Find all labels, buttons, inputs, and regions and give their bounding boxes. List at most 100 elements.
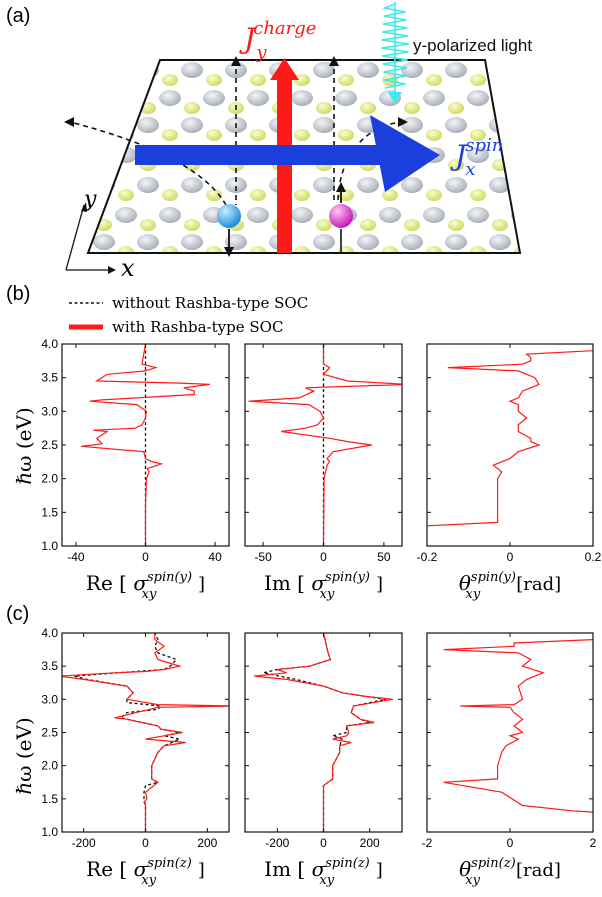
- y-axis-arrowhead: [81, 202, 87, 212]
- y-axis-arrow: [65, 204, 85, 271]
- x-tick-label: 0: [507, 550, 514, 564]
- lattice-atom-yellow: [558, 74, 574, 86]
- lattice-atom-yellow: [250, 74, 266, 86]
- lattice-atom-yellow: [162, 74, 178, 86]
- lattice-atom-gray: [115, 207, 137, 223]
- x-tick-label: 50: [377, 550, 391, 564]
- path-arrowhead: [64, 117, 74, 127]
- spin-current-label: Jspin x: [450, 135, 503, 180]
- lattice-atom-yellow: [426, 74, 442, 86]
- lattice-atom-gray: [401, 62, 423, 78]
- lattice-atom-yellow: [514, 74, 520, 86]
- lattice-atom-gray: [49, 117, 71, 133]
- lattice-atom-yellow: [118, 189, 134, 201]
- lattice-atom-yellow: [294, 189, 310, 201]
- lattice-atom-gray: [313, 177, 335, 193]
- spin-down-arrowhead: [224, 247, 234, 257]
- y-axis-title-b: ℏω (eV): [12, 407, 36, 484]
- lattice-atom-gray: [49, 234, 71, 250]
- lattice-atom-gray: [533, 117, 555, 133]
- lattice-atom-yellow: [184, 219, 200, 231]
- lattice-atom-gray: [203, 90, 225, 106]
- y-tick-label: 3.5: [41, 659, 58, 673]
- lattice-atom-gray: [181, 117, 203, 133]
- light-arrowhead: [388, 92, 402, 104]
- lattice-atom-yellow: [96, 159, 112, 171]
- lattice-atom-yellow: [470, 74, 486, 86]
- lattice-atom-yellow: [404, 219, 420, 231]
- x-tick-label: -200: [265, 836, 289, 850]
- lattice-atom-gray: [88, 147, 93, 163]
- lattice-atom-gray: [357, 177, 379, 193]
- chart-c2: -200 0 200 Im [ σspin(z) xy ]: [244, 632, 403, 888]
- lattice-atom-gray: [489, 62, 511, 78]
- x-tick-label: 0: [142, 550, 149, 564]
- y-tick-label: 2.0: [41, 759, 58, 773]
- lattice-atom-gray: [313, 117, 335, 133]
- x-tick-label: -200: [72, 836, 96, 850]
- series-line-with-soc: [427, 350, 593, 527]
- series-line-with-soc: [81, 344, 210, 546]
- x-tick-label: -50: [254, 550, 272, 564]
- y-tick-label: 1.0: [41, 825, 58, 839]
- lattice-atom-gray: [445, 177, 467, 193]
- path-arrowhead: [398, 117, 408, 127]
- lattice-atom-gray: [511, 90, 520, 106]
- lattice-atom-yellow: [536, 159, 552, 171]
- lattice-atom-yellow: [118, 74, 134, 86]
- legend: without Rashba-type SOC with Rashba-type…: [69, 294, 308, 336]
- x-tick-label: 200: [360, 836, 380, 850]
- panel-label-a: (a): [6, 5, 30, 27]
- lattice-atom-gray: [115, 90, 137, 106]
- lattice-atom-yellow: [338, 74, 354, 86]
- spin-up-arrowhead: [336, 182, 346, 192]
- lattice-atom-gray: [93, 62, 115, 78]
- electron-path-curve-left: [69, 121, 227, 206]
- lattice-atom-gray: [313, 234, 335, 250]
- chart-b2: -50 0 50 Im [ σspin(y) xy ]: [244, 343, 403, 602]
- lattice-atom-gray: [137, 177, 159, 193]
- lattice-atom-gray: [93, 234, 115, 250]
- lattice-atom-gray: [467, 207, 489, 223]
- lattice-atom-gray: [445, 234, 467, 250]
- lattice-atom-gray: [533, 62, 555, 78]
- light-label: y-polarized light: [413, 36, 532, 55]
- lattice-atom-gray: [445, 117, 467, 133]
- lattice-atom-yellow: [492, 219, 508, 231]
- lattice-atom-gray: [49, 62, 71, 78]
- lattice-atom-yellow: [536, 219, 552, 231]
- lattice-atom-yellow: [382, 189, 398, 201]
- lattice-atom-gray: [247, 207, 269, 223]
- lattice-atom-gray: [137, 234, 159, 250]
- x-tick-label: -40: [67, 550, 85, 564]
- lattice-atom-yellow: [88, 129, 90, 141]
- lattice-atom-gray: [489, 117, 511, 133]
- lattice-atom-gray: [423, 207, 445, 223]
- path-arrowhead: [329, 56, 339, 66]
- lattice-atom-gray: [357, 62, 379, 78]
- x-tick-label: 0: [507, 836, 514, 850]
- x-tick-label: 2: [590, 836, 597, 850]
- series-line-with-soc: [248, 344, 402, 546]
- lattice-atom-yellow: [360, 219, 376, 231]
- lattice-atom-gray: [335, 90, 357, 106]
- legend-label-without: without Rashba-type SOC: [112, 294, 308, 312]
- plot-frame: [61, 632, 230, 833]
- chart-c3: -2 0 2 θspin(z) xy [rad]: [422, 632, 597, 888]
- lattice-atom-gray: [93, 117, 115, 133]
- x-axis-label: Re [ σspin(y) xy ]: [86, 570, 205, 602]
- lattice-atom-gray: [401, 177, 423, 193]
- series-line-with-soc: [62, 633, 229, 832]
- electron-path-curve-right: [337, 121, 403, 201]
- lattice-atom-yellow: [250, 189, 266, 201]
- lattice-atom-gray: [225, 234, 247, 250]
- series-line-without-soc: [74, 633, 182, 832]
- lattice-atom-gray: [49, 177, 71, 193]
- legend-label-with: with Rashba-type SOC: [112, 318, 283, 336]
- x-axis-label: θspin(z) xy [rad]: [459, 856, 561, 888]
- lattice-atom-yellow: [206, 129, 222, 141]
- lattice-atom-gray: [291, 90, 313, 106]
- lattice-atom-gray: [511, 147, 520, 163]
- lattice-atom-gray: [181, 62, 203, 78]
- lattice-atom-gray: [159, 90, 181, 106]
